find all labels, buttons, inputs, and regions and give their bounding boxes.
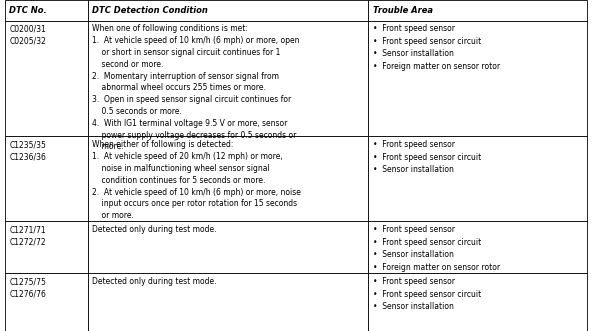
Text: •  Front speed sensor
•  Front speed sensor circuit
•  Sensor installation
•  Fo: • Front speed sensor • Front speed senso… xyxy=(373,225,500,271)
Text: DTC No.: DTC No. xyxy=(9,6,47,15)
Text: C1271/71
C1272/72: C1271/71 C1272/72 xyxy=(9,225,46,247)
Text: When one of following conditions is met:
1.  At vehicle speed of 10 km/h (6 mph): When one of following conditions is met:… xyxy=(92,24,300,152)
Text: When either of following is detected:
1.  At vehicle speed of 20 km/h (12 mph) o: When either of following is detected: 1.… xyxy=(92,140,301,220)
Bar xyxy=(368,221,587,273)
Text: •  Front speed sensor
•  Front speed sensor circuit
•  Sensor installation: • Front speed sensor • Front speed senso… xyxy=(373,140,481,174)
Bar xyxy=(88,136,368,221)
Text: C1275/75
C1276/76: C1275/75 C1276/76 xyxy=(9,277,46,299)
Text: Trouble Area: Trouble Area xyxy=(373,6,433,15)
Bar xyxy=(88,21,368,136)
Bar xyxy=(5,273,88,331)
Bar xyxy=(88,0,368,21)
Text: •  Front speed sensor
•  Front speed sensor circuit
•  Sensor installation: • Front speed sensor • Front speed senso… xyxy=(373,277,481,311)
Bar xyxy=(5,221,88,273)
Bar xyxy=(5,136,88,221)
Text: C1235/35
C1236/36: C1235/35 C1236/36 xyxy=(9,140,46,162)
Text: •  Front speed sensor
•  Front speed sensor circuit
•  Sensor installation
•  Fo: • Front speed sensor • Front speed senso… xyxy=(373,24,500,71)
Text: DTC Detection Condition: DTC Detection Condition xyxy=(92,6,208,15)
Bar xyxy=(88,273,368,331)
Bar xyxy=(368,21,587,136)
Bar xyxy=(368,273,587,331)
Text: Detected only during test mode.: Detected only during test mode. xyxy=(92,277,217,286)
Bar xyxy=(5,21,88,136)
Text: C0200/31
C0205/32: C0200/31 C0205/32 xyxy=(9,24,46,46)
Bar xyxy=(88,221,368,273)
Bar xyxy=(5,0,88,21)
Text: Detected only during test mode.: Detected only during test mode. xyxy=(92,225,217,234)
Bar xyxy=(368,0,587,21)
Bar xyxy=(368,136,587,221)
